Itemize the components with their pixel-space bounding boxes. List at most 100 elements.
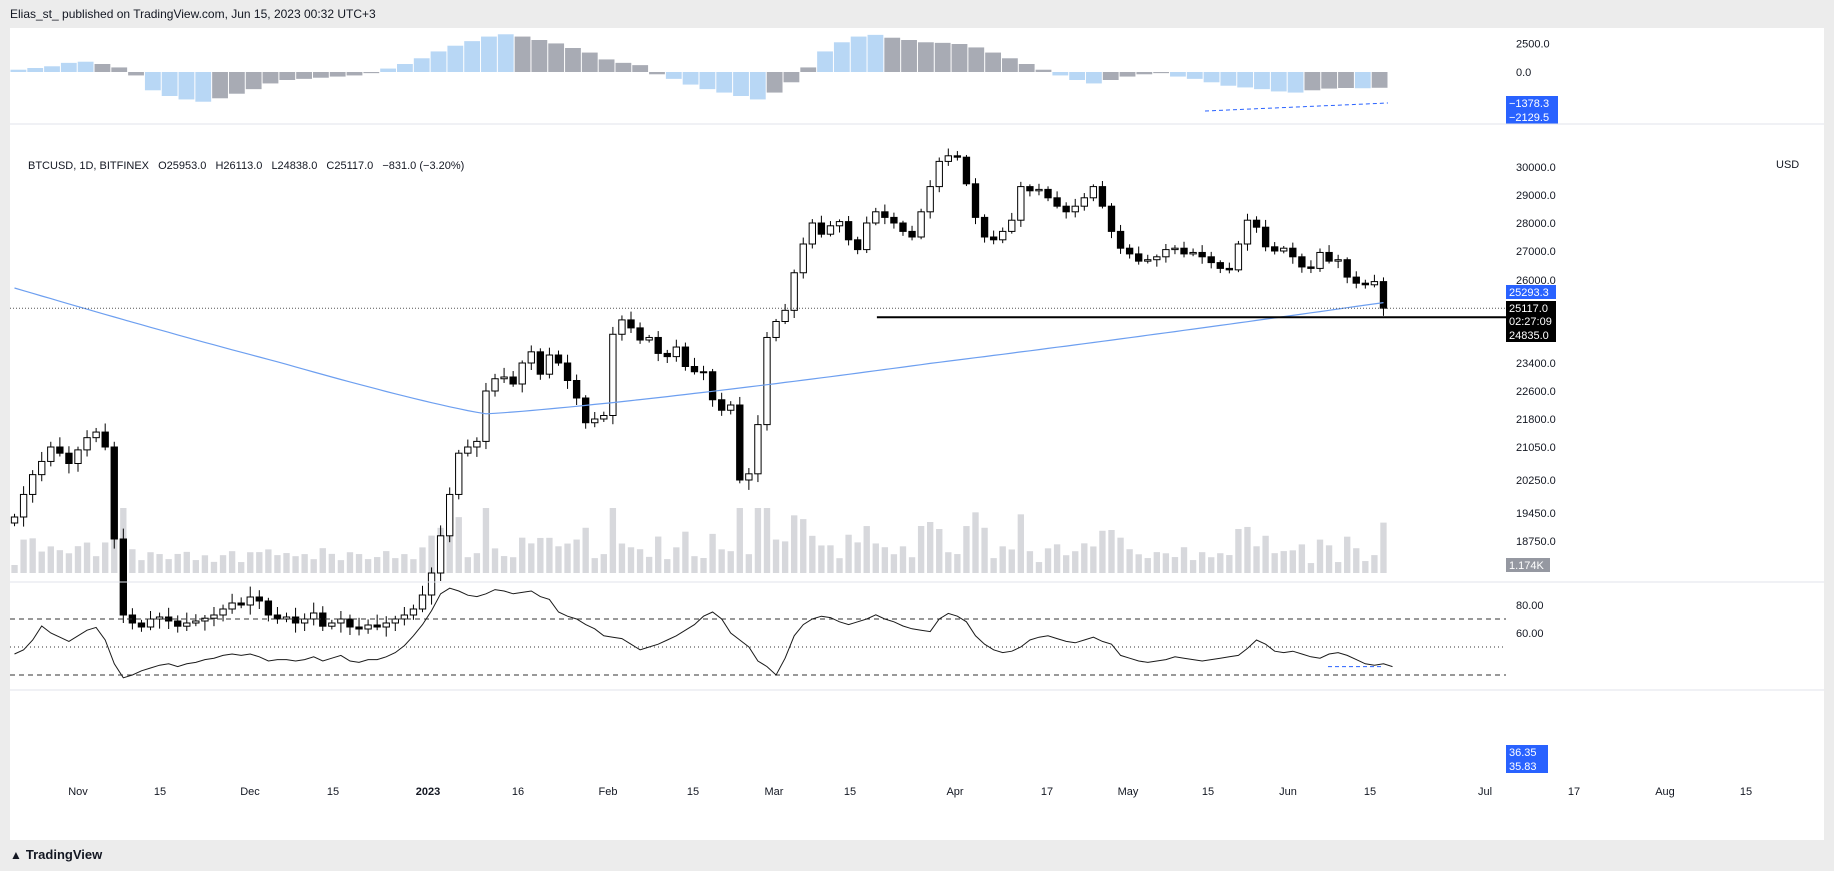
volume-bar	[763, 508, 771, 573]
candle-body	[563, 362, 572, 381]
price-tick-label: 18750.0	[1516, 536, 1556, 548]
candle-body	[192, 620, 200, 624]
candle-body	[881, 211, 889, 218]
volume-badge: 1.174K	[1509, 560, 1545, 572]
candle-body	[663, 352, 671, 358]
time-axis-label: May	[1118, 786, 1139, 798]
volume-bar	[274, 555, 281, 573]
histogram-bar	[1001, 58, 1018, 72]
candle-body	[146, 618, 155, 628]
histogram-bar	[346, 72, 363, 76]
rsi-line	[14, 587, 1393, 679]
candle-body	[980, 216, 989, 238]
candle-body	[1234, 243, 1243, 271]
time-axis-label: 15	[1740, 786, 1752, 798]
volume-bar	[56, 550, 64, 573]
tradingview-logo[interactable]: ▲ TradingView	[10, 847, 102, 862]
candle-body	[101, 431, 109, 448]
volume-bar	[1208, 557, 1215, 573]
histogram-bar	[1102, 72, 1119, 80]
candle-body	[699, 371, 708, 374]
histogram-bar	[1287, 72, 1304, 93]
volume-bar	[1072, 551, 1079, 573]
histogram-bar	[195, 72, 212, 102]
volume-bar	[636, 549, 644, 573]
volume-bar	[11, 565, 18, 573]
legend-symbol: BTCUSD, 1D, BITFINEX	[28, 160, 150, 172]
volume-bar	[29, 538, 36, 573]
volume-bar	[355, 554, 363, 573]
candle-body	[536, 351, 545, 375]
price-tick-label: 28000.0	[1516, 218, 1556, 230]
volume-bar	[1217, 553, 1224, 573]
volume-bar	[519, 537, 526, 573]
candle-body	[690, 366, 699, 373]
volume-bar	[1298, 544, 1306, 573]
volume-bar	[1362, 561, 1369, 573]
volume-bar	[1099, 530, 1106, 573]
volume-bar	[1271, 553, 1278, 573]
volume-bar	[346, 552, 354, 573]
candle-body	[808, 222, 816, 245]
candle-body	[319, 612, 327, 627]
rsi-tick-label: 60.00	[1516, 628, 1544, 640]
rsi-last-label: 35.83	[1509, 761, 1537, 773]
volume-bar	[899, 546, 907, 573]
candle-body	[1153, 256, 1161, 261]
candle-body	[835, 221, 844, 227]
time-axis-label: 15	[1202, 786, 1214, 798]
rsi-tick-label: 80.00	[1516, 600, 1544, 612]
candle-body	[1162, 249, 1170, 258]
volume-bar	[319, 548, 326, 573]
price-tick-label: 29000.0	[1516, 190, 1556, 202]
volume-bar	[1189, 560, 1197, 573]
volume-bar	[800, 519, 807, 573]
price-tick-label: 23400.0	[1516, 358, 1556, 370]
volume-bar	[927, 522, 934, 573]
histogram-bar	[1052, 72, 1069, 76]
volume-bar	[781, 541, 789, 573]
volume-bar	[809, 535, 816, 573]
candle-body	[1198, 251, 1206, 258]
volume-bar	[509, 557, 517, 573]
candle-body	[455, 452, 463, 495]
rsi-last-label: 36.35	[1509, 747, 1537, 759]
volume-bar	[228, 551, 236, 573]
histogram-bar	[665, 72, 682, 79]
candle-body	[1053, 197, 1061, 207]
candle-body	[1180, 247, 1188, 255]
candle-body	[500, 376, 508, 380]
volume-bar	[555, 546, 562, 573]
candle-body	[1361, 282, 1370, 286]
histogram-bar	[296, 72, 312, 79]
chart-canvas[interactable]: 2500.0 0.0 −1378.3 −2129.5 30000.0 29000.0 280…	[10, 28, 1824, 840]
time-axis-label: 17	[1041, 786, 1053, 798]
time-axis-label: 15	[154, 786, 166, 798]
candle-body	[545, 354, 554, 375]
volume-bar	[1062, 555, 1070, 573]
histogram-bar	[1254, 72, 1270, 90]
volume-bar	[328, 553, 336, 573]
chart-frame[interactable]: 2500.0 0.0 −1378.3 −2129.5 30000.0 29000.0 280…	[10, 28, 1824, 840]
candle-body	[1307, 266, 1315, 269]
candle-body	[609, 333, 617, 416]
legend-low: L24838.0	[271, 160, 318, 172]
volume-bar	[1053, 544, 1061, 573]
candle-body	[19, 493, 28, 518]
candle-body	[872, 211, 880, 224]
price-tick-label: 21050.0	[1516, 442, 1556, 454]
candle-body	[328, 622, 336, 627]
candle-body	[736, 404, 744, 481]
histogram-bar	[850, 36, 867, 72]
histogram-bar	[1354, 72, 1371, 89]
volume-bar	[664, 559, 671, 573]
volume-bar	[827, 545, 834, 573]
volume-bar	[682, 531, 689, 573]
time-axis-label: 15	[687, 786, 699, 798]
histogram-bar	[867, 34, 884, 72]
candle-body	[65, 452, 73, 464]
candle-body	[382, 622, 390, 628]
histogram-bar	[397, 64, 413, 72]
legend-open: O25953.0	[158, 160, 207, 172]
volume-bar	[292, 556, 299, 573]
